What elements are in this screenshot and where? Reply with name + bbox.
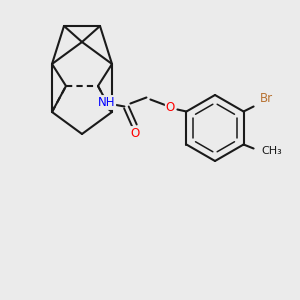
Text: Br: Br <box>260 92 273 105</box>
Text: CH₃: CH₃ <box>262 146 282 155</box>
Text: NH: NH <box>98 96 115 109</box>
Text: O: O <box>131 127 140 140</box>
Text: O: O <box>166 101 175 114</box>
